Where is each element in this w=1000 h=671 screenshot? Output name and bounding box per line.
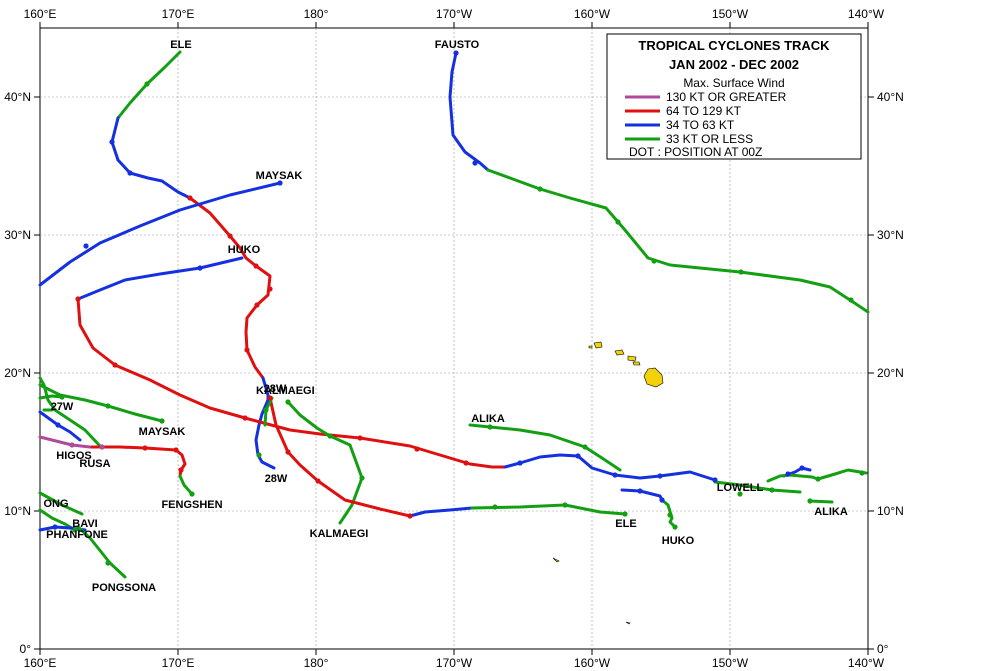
legend-item-label: 64 TO 129 KT [666,104,742,118]
storm-label: HUKO [228,244,261,256]
lon-label: 180° [304,7,329,21]
lat-label: 20°N [4,366,31,380]
lat-label: 30°N [4,228,31,242]
lon-label: 150°W [712,656,749,670]
track-alika-south [808,499,834,504]
lat-label: 20°N [877,366,904,380]
storm-label: ONG [43,498,68,510]
lat-label: 10°N [4,504,31,518]
legend-box: TROPICAL CYCLONES TRACK JAN 2002 - DEC 2… [606,33,862,160]
legend-subtitle: Max. Surface Wind [683,76,784,90]
storm-label: HIGOS [56,450,91,462]
lon-label: 160°W [574,656,611,670]
lat-label: 40°N [4,90,31,104]
lat-label: 40°N [877,90,904,104]
track-maysak-west [38,383,164,423]
track-pongsona [76,525,127,579]
track-ele-north [110,116,192,200]
lat-label: 0° [877,642,889,656]
track-fengshen [178,474,194,496]
track-28w [268,396,412,518]
lat-labels-right: 0° 10°N 20°N 30°N 40°N [877,90,904,656]
storm-label: LOWELL [717,482,764,494]
storm-label: HUKO [662,535,695,547]
track-fausto [448,51,490,172]
legend-item-label: 34 TO 63 KT [666,118,735,132]
storm-label: KALMAEGI [256,385,315,397]
track-kalmaegi [286,400,364,480]
lon-label: 160°E [24,7,57,21]
lon-label: 160°E [24,656,57,670]
hawaiian-islands [552,341,664,625]
storm-label: FAUSTO [435,39,480,51]
storm-label: ALIKA [471,413,505,425]
legend-item-label: 130 KT OR GREATER [666,90,787,104]
lat-label: 30°N [877,228,904,242]
lon-labels-bottom: 160°E 170°E 180° 170°W 160°W 150°W 140°W [24,656,885,670]
lon-label: 160°W [574,7,611,21]
axis-ticks [34,22,874,655]
legend-item-label: 33 KT OR LESS [666,132,753,146]
storm-label: MAYSAK [139,426,186,438]
track-phanfone [38,525,87,532]
legend-title: TROPICAL CYCLONES TRACK [638,38,830,53]
lon-label: 170°W [436,7,473,21]
track-kalmaegi [338,476,364,525]
lon-label: 150°W [712,7,749,21]
storm-label: ALIKA [814,506,848,518]
lon-label: 170°E [162,656,195,670]
lon-label: 170°E [162,7,195,21]
track-alika-east [766,468,868,483]
track-maysak-north [38,181,282,287]
track-27w [38,394,64,400]
track-ong [38,491,84,516]
track-rusa [38,410,82,442]
lon-label: 140°W [848,656,885,670]
position-dots [52,50,865,566]
storm-label: ELE [170,39,191,51]
track-lowell [713,480,802,494]
storm-labels: ELE FAUSTO MAYSAK HUKO ALIKA KALMAEGI 28… [43,39,847,594]
storm-label: 28W [264,383,287,395]
storm-label: BAVI [72,518,97,530]
lon-label: 140°W [848,7,885,21]
lon-label: 180° [304,656,329,670]
storm-label: MAYSAK [256,170,303,182]
storm-label: RUSA [79,458,110,470]
lon-label: 170°W [436,656,473,670]
storm-label: FENGSHEN [161,499,222,511]
lon-labels-top: 160°E 170°E 180° 170°W 160°W 150°W 140°W [24,7,885,21]
lat-label: 0° [20,642,32,656]
track-ele-north [188,196,272,380]
storm-label: PHANFONE [46,529,108,541]
storm-label: PONGSONA [92,582,156,594]
track-huko-south [660,498,677,529]
lat-label: 10°N [877,504,904,518]
storm-label: 27W [51,401,74,413]
track-28w [408,506,474,518]
legend-period: JAN 2002 - DEC 2002 [669,57,799,72]
storm-label: ELE [615,518,636,530]
lat-labels-left: 0° 10°N 20°N 30°N 40°N [4,90,31,656]
track-huko-north [76,256,244,301]
storm-label: 28W [265,473,288,485]
track-west-arc [38,376,102,448]
storm-label: KALMAEGI [310,528,369,540]
track-huko-north [503,453,717,482]
legend-dot-note: DOT : POSITION AT 00Z [629,145,762,159]
